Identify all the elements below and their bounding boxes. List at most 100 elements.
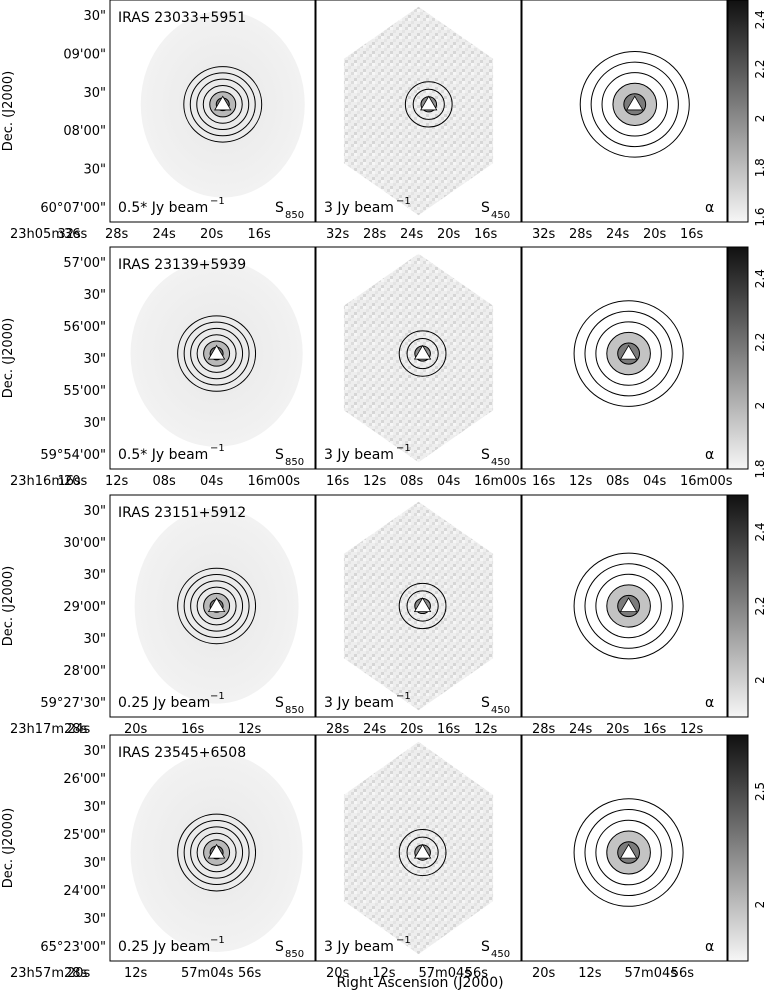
colorbar-tick-label: 1.6 [753,208,767,227]
band-label: S [275,200,284,216]
dec-tick-label: 30" [83,9,106,24]
ra-tick-label: 16m00s [680,474,733,489]
panel-frame [521,0,728,223]
source-marker [413,597,432,612]
contour [196,586,237,626]
alpha-label: α [705,200,714,216]
dec-tick-label: 30" [83,163,106,178]
colorbar-scale [727,734,749,962]
ra-tick-label: 08s [400,474,424,489]
ra-tick-label: 23h17m28s [10,722,88,737]
dec-tick-label: 08'00" [63,124,106,139]
contour [196,832,237,873]
dec-tick-label: 30" [83,800,106,815]
contour [177,813,257,892]
flux-scale-exponent: −1 [210,691,225,702]
panel-r3-c1: 0.25 Jy beam −1 S 850 IRAS 23151+5912 23h17m2… [10,494,316,737]
source-marker [207,597,226,612]
source-marker [626,95,644,111]
ra-tick-label: 24s [67,722,91,737]
panel-frame [109,734,316,962]
panel-r1-c3: α 32s 28s 24s 20s 16s [521,0,728,242]
ra-tick-label: 04s [200,474,224,489]
ra-tick-label: 12s [124,966,148,981]
contour [196,334,237,373]
band-label: S [275,939,284,955]
colorbar-tick-label: 2.4 [753,10,767,29]
panel-frame [315,734,522,962]
source-marker [619,843,638,859]
y-axis-label: Dec. (J2000) [1,318,16,398]
contour [202,84,243,124]
flux-scale-label: 3 Jy beam [324,695,394,711]
panel-frame [109,0,316,223]
dec-tick-label: 55'00" [63,384,106,399]
emission-map-450 [343,6,494,216]
contour [183,66,263,143]
contour [398,582,447,630]
band-subscript: 450 [491,949,510,960]
panel-r1-c2: 3 Jy beam −1 S 450 32s 28s 24s 20s 16s [315,0,522,242]
dec-tick-label: 59°27'30" [40,696,106,711]
ra-tick-label: 16s [643,722,667,737]
ra-tick-label: 20s [400,722,424,737]
alpha-label: α [705,695,714,711]
ra-tick-label: 32s [58,227,82,242]
panel-r2-c3: α 16s 12s 08s 04s 16m00s [521,246,733,489]
colorbar-tick-label: 2 [753,676,767,684]
colorbar-tick-label: 2 [753,402,767,410]
contour [573,300,684,407]
source-marker [214,95,232,111]
dec-tick-label: 30" [83,416,106,431]
dec-tick-label: 57'00" [63,256,106,271]
ra-tick-label: 12s [105,474,129,489]
x-axis-label: Right Ascension (J2000) [336,975,503,991]
contour [183,820,250,886]
colorbar-tick-label: 1.8 [753,459,767,478]
dec-tick-label: 30" [83,632,106,647]
band-label: S [481,447,490,463]
ra-tick-label: 24s [569,722,593,737]
colorbar-tick-label: 2 [753,115,767,123]
panel-frame [315,246,522,470]
ra-tick-label: 12s [680,722,704,737]
contour [189,72,256,137]
panel-frame [315,494,522,718]
dec-tick-label: 65°23'00" [40,940,106,955]
ra-tick-label: 12s [363,474,387,489]
source-marker [413,843,432,859]
dec-tick-label: 30" [83,288,106,303]
dec-tick-label: 60°07'00" [40,201,106,216]
ra-tick-label: 20s [67,966,91,981]
y-axis-label: Dec. (J2000) [1,808,16,888]
dec-tick-label: 30" [83,568,106,583]
dec-tick-label: 28'00" [63,664,106,679]
flux-scale-label: 0.25 Jy beam [118,695,210,711]
alpha-label: α [705,447,714,463]
ra-tick-label: 23h16m20s [10,474,88,489]
source-marker [619,597,638,612]
flux-scale-exponent: −1 [210,443,225,454]
band-label: S [481,939,490,955]
ra-tick-label: 23h05m36s [10,227,88,242]
colorbar-tick-label: 1.8 [753,158,767,177]
contour [412,88,445,120]
ra-tick-label: 28s [326,722,350,737]
y-axis-label: Dec. (J2000) [1,71,16,151]
colorbar: 2.52 [727,734,767,962]
panel-frame [521,246,728,470]
panel-r4-c1: 0.25 Jy beam −1 S 850 IRAS 23545+6508 23h57m2… [10,734,316,981]
dec-tick-label: 30" [83,86,106,101]
ra-tick-label: 28s [363,227,387,242]
ra-tick-label: 12s [238,722,262,737]
flux-scale-label: 3 Jy beam [324,447,394,463]
dec-tick-label: 30" [83,352,106,367]
source-marker [207,344,226,360]
ra-tick-label: 12s [569,474,593,489]
panel-frame [109,494,316,718]
colorbar: 2.4 2.2 2 1.8 1.6 [727,0,767,227]
flux-scale-exponent: −1 [396,935,411,946]
